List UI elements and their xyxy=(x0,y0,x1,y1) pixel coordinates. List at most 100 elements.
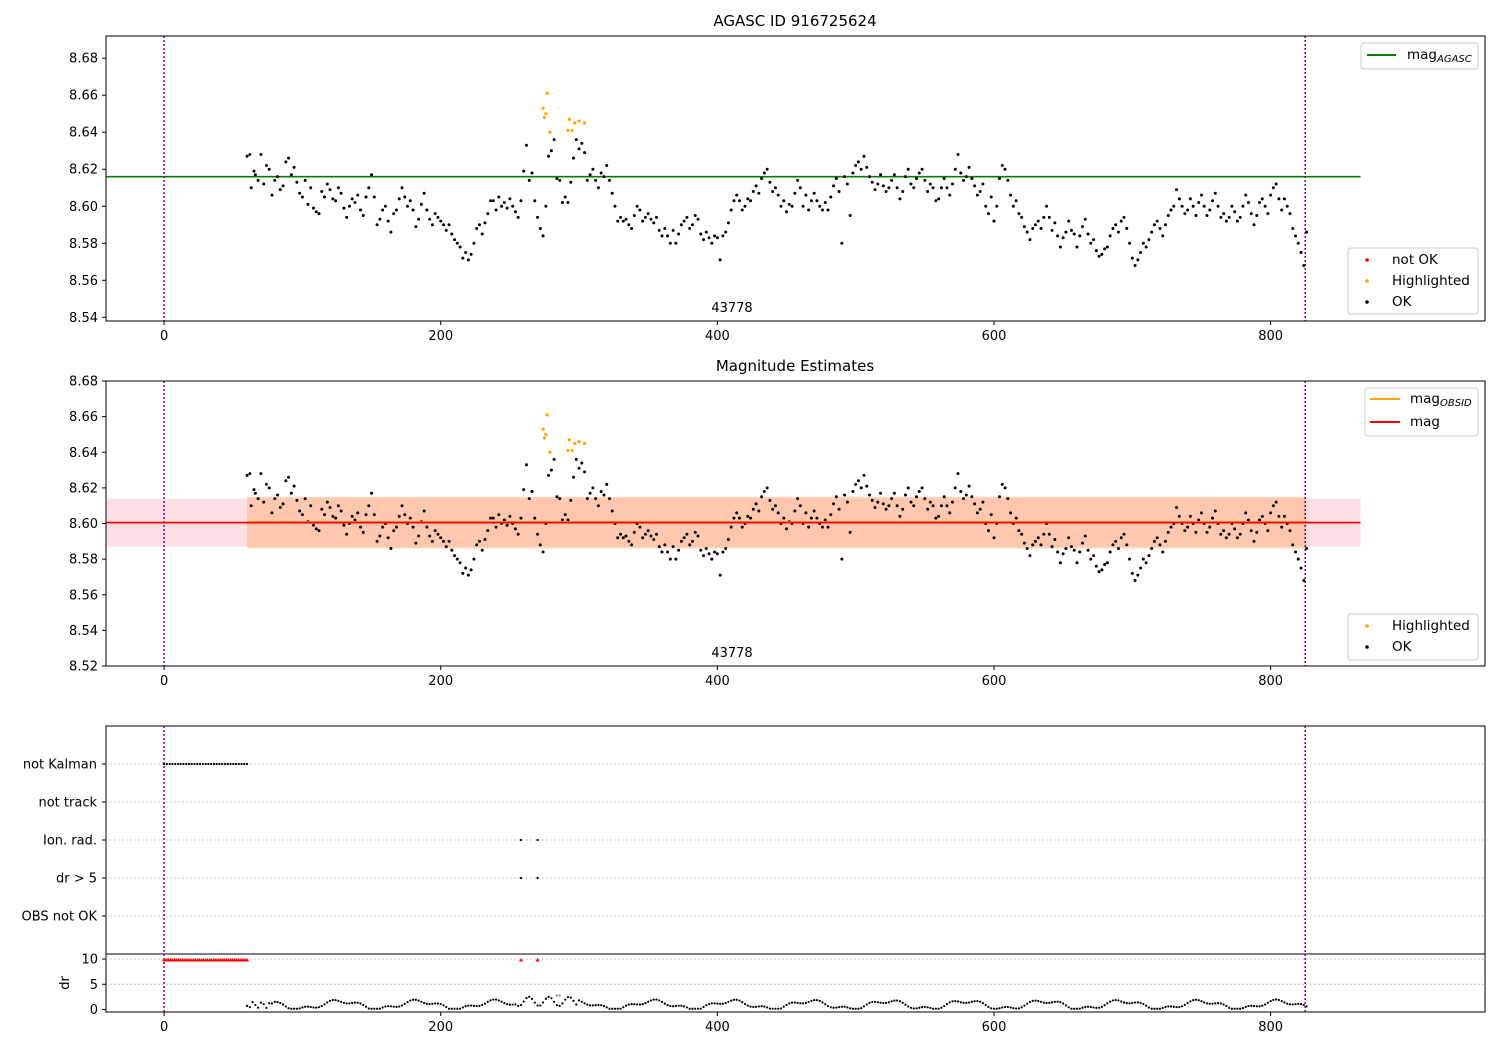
dr-point xyxy=(1128,1002,1131,1005)
ok-point xyxy=(530,489,534,493)
ok-point xyxy=(428,534,432,538)
ok-point xyxy=(259,472,263,476)
ok-point xyxy=(832,502,836,506)
ok-point xyxy=(1211,199,1215,203)
dr-point xyxy=(1255,1005,1258,1008)
ok-point xyxy=(278,188,282,192)
panel2-ytick-label: 8.68 xyxy=(69,375,98,390)
ok-point xyxy=(870,180,874,184)
ok-point xyxy=(998,495,1002,499)
dr-point xyxy=(1062,1002,1065,1005)
ok-point xyxy=(439,219,443,223)
ok-point xyxy=(1169,525,1173,529)
dr-point xyxy=(771,1007,774,1010)
dr-point xyxy=(1272,998,1275,1002)
ok-point xyxy=(249,186,253,190)
ok-point xyxy=(345,532,349,536)
dr-point xyxy=(1241,1006,1245,1010)
ok-point xyxy=(497,195,501,199)
ok-point xyxy=(1133,579,1137,582)
ok-point xyxy=(1064,230,1068,234)
dr-point xyxy=(315,1006,318,1009)
dr-point xyxy=(1194,998,1198,1001)
ok-point xyxy=(566,201,570,205)
ok-point xyxy=(724,546,728,550)
ok-point xyxy=(1072,548,1076,552)
ok-point xyxy=(1213,191,1217,195)
ok-point xyxy=(679,539,683,543)
ok-point xyxy=(881,502,885,506)
ok-point xyxy=(1244,193,1248,197)
ok-point xyxy=(1199,193,1203,197)
ok-point xyxy=(422,191,426,195)
dr-point xyxy=(716,1002,719,1005)
dr-point xyxy=(757,1005,760,1008)
ok-point xyxy=(428,217,432,221)
dr-point xyxy=(1142,1002,1145,1006)
ok-point xyxy=(461,256,465,260)
ok-point xyxy=(400,504,404,508)
ok-point xyxy=(740,525,744,529)
ok-point xyxy=(632,530,636,534)
dr-point xyxy=(400,1004,404,1007)
dr-point xyxy=(754,1005,758,1008)
ok-point xyxy=(314,210,318,214)
ok-point xyxy=(906,167,910,171)
ok-point xyxy=(1069,228,1073,232)
ok-point xyxy=(926,189,930,193)
dr-point xyxy=(1045,1001,1048,1005)
ok-point xyxy=(702,238,706,242)
ok-point xyxy=(331,197,335,201)
ok-point xyxy=(378,534,382,538)
dr-point xyxy=(979,1000,982,1003)
ok-point xyxy=(524,463,528,467)
ok-point xyxy=(375,539,379,543)
ok-point xyxy=(1161,550,1165,554)
ok-point xyxy=(245,154,249,158)
ok-point xyxy=(1009,193,1013,197)
dr-point xyxy=(896,999,899,1002)
dr-point xyxy=(345,1002,348,1005)
dr-point xyxy=(1100,1005,1103,1008)
dr-point xyxy=(417,999,420,1002)
dr-point xyxy=(583,1002,586,1005)
dr-point xyxy=(362,1003,365,1007)
ok-point xyxy=(1294,234,1298,238)
panel2-ytick-label: 8.56 xyxy=(69,588,98,603)
ok-point xyxy=(1141,241,1145,245)
ok-point xyxy=(950,182,954,186)
ok-point xyxy=(1136,258,1140,262)
ok-point xyxy=(1017,212,1021,216)
flag-point xyxy=(215,762,218,766)
highlighted-point xyxy=(582,121,587,125)
flag-point xyxy=(179,762,182,766)
ok-point xyxy=(599,489,603,493)
ok-point xyxy=(674,241,678,245)
dr-limit-marker xyxy=(518,958,523,962)
ok-point xyxy=(970,177,974,180)
category-label: not Kalman xyxy=(23,758,97,773)
dr-point xyxy=(1239,1007,1242,1010)
ok-point xyxy=(596,186,600,190)
dr-point xyxy=(442,1004,445,1007)
ok-point xyxy=(1199,511,1203,515)
ok-point xyxy=(389,546,393,550)
panel2-xtick-label: 0 xyxy=(160,674,168,689)
ok-point xyxy=(1260,197,1264,201)
dr-point xyxy=(326,1001,329,1004)
dr-point xyxy=(395,1005,398,1008)
dr-point xyxy=(1294,1003,1297,1006)
ok-point xyxy=(381,208,385,212)
ok-point xyxy=(364,195,368,199)
dr-point xyxy=(580,1000,583,1003)
ok-point xyxy=(455,241,459,245)
dr-point xyxy=(387,1005,390,1008)
dr-point xyxy=(837,1006,841,1009)
dr-point xyxy=(732,998,736,1001)
ok-point xyxy=(336,504,340,508)
ok-point xyxy=(281,502,285,506)
ok-point xyxy=(953,486,957,490)
ok-point xyxy=(1100,568,1104,572)
dr-point xyxy=(608,1007,611,1010)
dr-point xyxy=(1048,1001,1051,1004)
